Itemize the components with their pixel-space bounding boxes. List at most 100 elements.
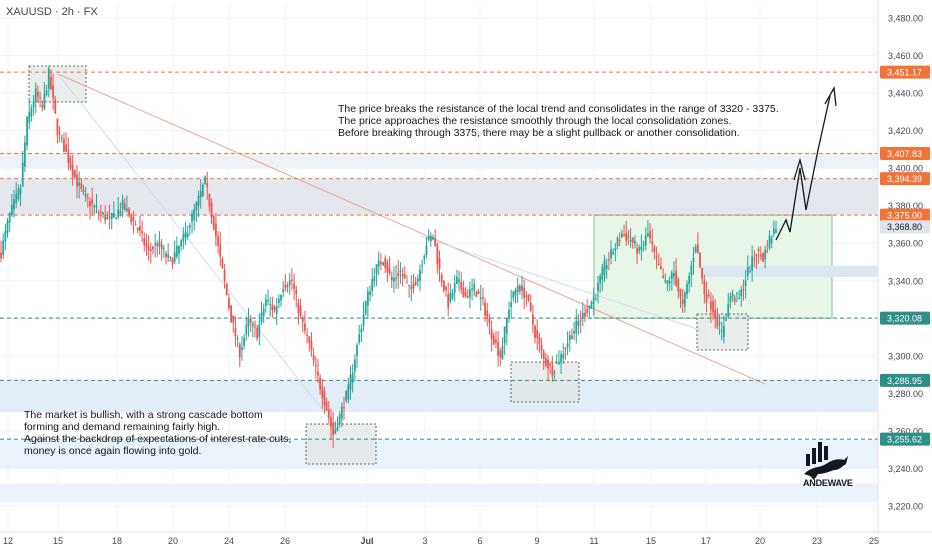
zones [0, 65, 878, 503]
y-tick-label: 3,480.00 [888, 14, 923, 24]
candle [484, 297, 487, 322]
candle-body [130, 214, 133, 222]
candle [549, 362, 552, 375]
symbol-label[interactable]: XAUUSD · 2h · FX [6, 6, 98, 18]
candle [675, 258, 678, 288]
candle-body [647, 233, 649, 237]
candle [694, 243, 697, 254]
candle [119, 202, 122, 217]
candle [39, 91, 41, 108]
candle-body [93, 205, 96, 208]
candle-body [167, 254, 170, 258]
candle [347, 377, 350, 404]
candle-body [395, 277, 397, 280]
candle [228, 293, 230, 311]
candle [610, 240, 612, 265]
candle-body [71, 164, 74, 177]
candle [323, 386, 326, 414]
x-tick-label: 18 [112, 536, 122, 546]
candle-body [416, 278, 419, 282]
candle-body [475, 291, 478, 297]
candle-body [173, 252, 176, 262]
candle-body [156, 243, 159, 247]
candle-body [41, 104, 44, 108]
candle [707, 289, 710, 299]
x-tick-label: 20 [755, 536, 765, 546]
candle [256, 324, 259, 342]
candle [43, 81, 46, 111]
candle [60, 134, 63, 144]
candle [271, 296, 274, 318]
candle [482, 287, 484, 306]
candle [377, 251, 380, 276]
candle-body [236, 338, 239, 340]
candle [34, 82, 37, 114]
candle [562, 343, 565, 364]
candle-body [581, 312, 584, 318]
candle [306, 328, 308, 344]
candle [147, 235, 150, 262]
candle [369, 285, 371, 302]
candle [523, 279, 526, 310]
candle [403, 266, 406, 279]
candle [620, 229, 623, 239]
candle-body [427, 236, 430, 240]
candle-body [644, 235, 647, 246]
candle [423, 254, 426, 265]
candle [599, 273, 602, 293]
candle [712, 295, 714, 320]
candle-body [123, 203, 126, 210]
candle-body [121, 200, 124, 209]
y-tick-label: 3,300.00 [888, 351, 923, 361]
candle [412, 273, 415, 294]
candle-body [104, 214, 107, 221]
candle-body [145, 243, 148, 248]
candle [364, 300, 367, 316]
candle [160, 238, 163, 261]
candle-body [486, 310, 489, 319]
candle [152, 245, 154, 255]
bottom-note-line: money is once again flowing into gold. [24, 445, 202, 457]
candle-body [99, 211, 102, 213]
candle-body [230, 305, 233, 323]
candle-body [112, 213, 115, 218]
candle-body [649, 231, 651, 240]
candle-body [106, 217, 109, 219]
candle-body [334, 429, 337, 434]
candle [199, 179, 202, 209]
candle-body [757, 248, 760, 251]
candle [284, 273, 287, 292]
candle [531, 304, 534, 334]
candle-body [736, 293, 738, 295]
candle-body [199, 190, 202, 198]
y-tick-label: 3,280.00 [888, 389, 923, 399]
forecast-path [775, 95, 831, 241]
candle [469, 281, 471, 309]
support-band [0, 439, 878, 469]
x-tick-label: 23 [812, 536, 822, 546]
candle-body [191, 213, 193, 222]
candle-body [542, 351, 545, 359]
candle-body [442, 280, 445, 291]
candle [327, 401, 330, 425]
candle-body [618, 240, 621, 242]
candle-body [623, 234, 625, 236]
candle [112, 201, 115, 218]
candle [668, 276, 671, 292]
candle-body [360, 328, 363, 333]
x-tick-label: 3 [422, 536, 427, 546]
candle [210, 198, 213, 225]
candle-body [271, 304, 274, 311]
candle-body [525, 295, 528, 297]
price-tag-label: 3,320.08 [887, 314, 922, 324]
candle [497, 330, 500, 367]
candle-body [37, 92, 39, 97]
candle [45, 84, 48, 97]
candle [334, 421, 337, 435]
candle-body [366, 291, 369, 306]
candle [332, 411, 335, 448]
candle [69, 154, 72, 171]
candle [325, 397, 328, 412]
candle [751, 245, 754, 282]
